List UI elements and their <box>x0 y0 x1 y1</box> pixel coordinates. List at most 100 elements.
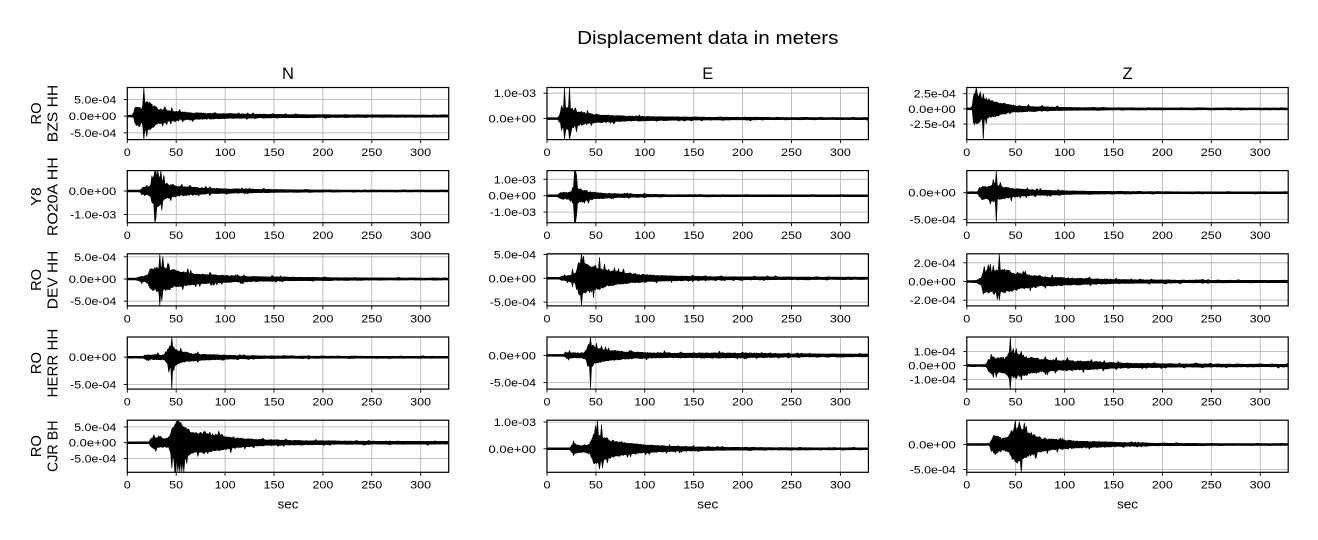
svg-text:2.5e-04: 2.5e-04 <box>914 89 956 101</box>
svg-text:0: 0 <box>124 230 131 242</box>
svg-text:100: 100 <box>1054 397 1075 409</box>
svg-text:RO: RO <box>28 102 45 124</box>
svg-text:300: 300 <box>830 147 851 159</box>
svg-text:150: 150 <box>1103 397 1124 409</box>
svg-text:250: 250 <box>1201 313 1222 325</box>
svg-text:100: 100 <box>215 313 236 325</box>
svg-text:150: 150 <box>683 313 704 325</box>
svg-text:0: 0 <box>544 230 551 242</box>
svg-text:300: 300 <box>830 313 851 325</box>
svg-text:250: 250 <box>361 397 382 409</box>
svg-text:200: 200 <box>732 397 753 409</box>
svg-text:1.0e-03: 1.0e-03 <box>494 88 536 100</box>
svg-text:300: 300 <box>410 480 431 492</box>
svg-text:DEV HH: DEV HH <box>45 251 62 310</box>
svg-text:-1.0e-04: -1.0e-04 <box>910 375 956 387</box>
svg-text:sec: sec <box>278 497 299 512</box>
svg-text:100: 100 <box>215 480 236 492</box>
svg-text:0.0e+00: 0.0e+00 <box>489 444 537 456</box>
svg-text:100: 100 <box>1054 480 1075 492</box>
svg-text:50: 50 <box>169 147 183 159</box>
svg-text:100: 100 <box>1054 147 1075 159</box>
svg-text:300: 300 <box>410 397 431 409</box>
svg-text:0: 0 <box>544 313 551 325</box>
svg-text:CJR BH: CJR BH <box>45 420 62 472</box>
svg-text:-5.0e-04: -5.0e-04 <box>70 380 116 392</box>
svg-text:50: 50 <box>589 480 603 492</box>
svg-text:2.0e-04: 2.0e-04 <box>914 258 956 270</box>
svg-text:200: 200 <box>732 230 753 242</box>
svg-text:50: 50 <box>169 230 183 242</box>
svg-text:200: 200 <box>1152 313 1173 325</box>
svg-text:0.0e+00: 0.0e+00 <box>69 352 117 364</box>
svg-text:100: 100 <box>634 313 655 325</box>
svg-text:RO: RO <box>28 435 45 457</box>
svg-text:100: 100 <box>634 147 655 159</box>
svg-text:200: 200 <box>1152 480 1173 492</box>
svg-text:Displacement data in meters: Displacement data in meters <box>577 28 838 48</box>
svg-text:-5.0e-04: -5.0e-04 <box>910 465 956 477</box>
svg-text:150: 150 <box>264 480 285 492</box>
svg-text:RO: RO <box>28 352 45 374</box>
svg-text:250: 250 <box>781 230 802 242</box>
svg-text:200: 200 <box>312 480 333 492</box>
svg-text:0: 0 <box>124 147 131 159</box>
svg-text:0: 0 <box>963 480 970 492</box>
svg-text:0: 0 <box>124 313 131 325</box>
svg-text:300: 300 <box>1250 313 1271 325</box>
svg-text:50: 50 <box>1009 147 1023 159</box>
svg-text:E: E <box>702 65 713 83</box>
svg-text:-5.0e-04: -5.0e-04 <box>70 128 116 140</box>
svg-text:150: 150 <box>1103 230 1124 242</box>
svg-text:0.0e+00: 0.0e+00 <box>489 191 537 203</box>
svg-text:BZS HH: BZS HH <box>45 85 62 142</box>
svg-text:150: 150 <box>683 230 704 242</box>
svg-text:0.0e+00: 0.0e+00 <box>69 111 117 123</box>
svg-text:150: 150 <box>264 147 285 159</box>
svg-text:50: 50 <box>169 313 183 325</box>
svg-text:250: 250 <box>361 147 382 159</box>
svg-text:sec: sec <box>697 497 718 512</box>
svg-text:0: 0 <box>544 147 551 159</box>
svg-text:150: 150 <box>264 230 285 242</box>
svg-text:50: 50 <box>1009 480 1023 492</box>
svg-text:0.0e+00: 0.0e+00 <box>69 274 117 286</box>
svg-text:100: 100 <box>634 480 655 492</box>
svg-text:-5.0e-04: -5.0e-04 <box>70 296 116 308</box>
svg-text:50: 50 <box>1009 230 1023 242</box>
svg-text:200: 200 <box>312 230 333 242</box>
svg-text:1.0e-03: 1.0e-03 <box>494 417 536 429</box>
svg-text:200: 200 <box>312 313 333 325</box>
svg-text:0.0e+00: 0.0e+00 <box>69 186 117 198</box>
svg-text:250: 250 <box>1201 230 1222 242</box>
svg-text:250: 250 <box>1201 480 1222 492</box>
svg-text:200: 200 <box>1152 147 1173 159</box>
svg-text:150: 150 <box>1103 313 1124 325</box>
svg-text:250: 250 <box>361 313 382 325</box>
svg-text:0: 0 <box>124 397 131 409</box>
svg-text:200: 200 <box>312 147 333 159</box>
svg-text:-1.0e-03: -1.0e-03 <box>70 209 116 221</box>
svg-text:-5.0e-04: -5.0e-04 <box>910 214 956 226</box>
svg-text:0: 0 <box>124 480 131 492</box>
svg-text:50: 50 <box>1009 313 1023 325</box>
svg-text:0: 0 <box>963 230 970 242</box>
svg-text:0: 0 <box>963 147 970 159</box>
svg-text:250: 250 <box>361 480 382 492</box>
svg-text:150: 150 <box>683 397 704 409</box>
svg-text:50: 50 <box>589 397 603 409</box>
svg-text:250: 250 <box>1201 397 1222 409</box>
svg-text:100: 100 <box>634 230 655 242</box>
svg-text:300: 300 <box>1250 147 1271 159</box>
svg-text:300: 300 <box>410 147 431 159</box>
svg-text:100: 100 <box>1054 313 1075 325</box>
svg-text:150: 150 <box>264 313 285 325</box>
svg-text:300: 300 <box>1250 397 1271 409</box>
svg-text:300: 300 <box>410 230 431 242</box>
svg-text:50: 50 <box>1009 397 1023 409</box>
svg-text:250: 250 <box>1201 147 1222 159</box>
svg-text:300: 300 <box>1250 480 1271 492</box>
svg-text:0.0e+00: 0.0e+00 <box>908 188 956 200</box>
svg-text:N: N <box>282 65 294 83</box>
svg-text:RO: RO <box>28 269 45 291</box>
